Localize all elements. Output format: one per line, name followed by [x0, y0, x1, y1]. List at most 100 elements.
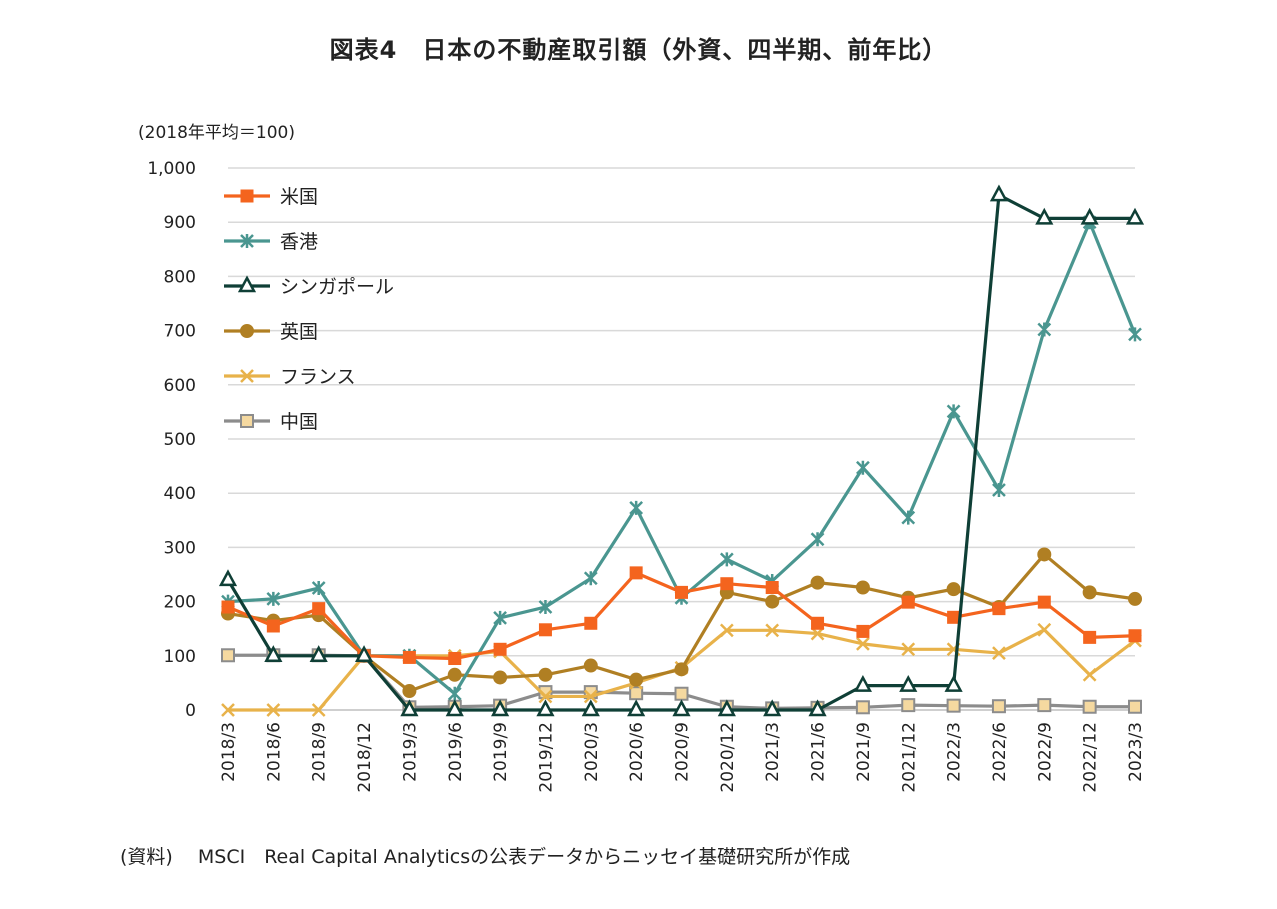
y-tick-label: 500 — [164, 430, 196, 450]
data-point — [629, 686, 644, 701]
data-point — [763, 699, 782, 717]
legend-marker — [240, 414, 254, 428]
y-tick-label: 600 — [164, 376, 196, 396]
data-point — [765, 623, 780, 638]
data-point — [629, 672, 644, 687]
x-tick-label: 2021/3 — [763, 722, 783, 782]
data-point — [1037, 595, 1051, 609]
data-point — [717, 699, 736, 717]
data-point — [309, 645, 328, 663]
legend-marker — [240, 189, 254, 203]
x-tick-label: 2020/3 — [582, 722, 602, 782]
series-line — [226, 193, 1135, 712]
data-point — [1125, 207, 1145, 225]
data-point — [856, 636, 870, 651]
data-point — [675, 585, 688, 599]
y-tick-label: 100 — [164, 647, 196, 667]
series-lines — [218, 184, 1145, 717]
x-tick-label: 2020/9 — [673, 722, 693, 782]
x-tick-label: 2018/12 — [355, 722, 375, 793]
data-point — [445, 699, 464, 717]
data-point — [765, 581, 779, 595]
x-tick-label: 2022/6 — [990, 722, 1010, 782]
legend-item: フランス — [224, 366, 356, 388]
data-point — [1035, 207, 1054, 225]
legend-label: 英国 — [280, 321, 318, 343]
data-point — [944, 674, 963, 692]
y-tick-label: 900 — [164, 213, 196, 233]
legend-label: フランス — [280, 366, 356, 388]
y-tick-label: 800 — [164, 267, 196, 287]
data-point — [810, 532, 825, 547]
data-point — [493, 610, 507, 625]
x-tick-label: 2019/3 — [400, 722, 420, 782]
y-tick-label: 200 — [164, 593, 196, 613]
data-point — [493, 670, 508, 685]
data-point — [992, 646, 1006, 660]
data-point — [584, 616, 598, 630]
x-tick-label: 2023/3 — [1126, 722, 1146, 782]
data-point — [946, 698, 961, 713]
data-point — [1128, 699, 1142, 714]
legend-marker — [240, 324, 254, 338]
data-point — [312, 602, 326, 616]
data-point — [1082, 699, 1097, 714]
data-point — [264, 645, 283, 663]
data-point — [808, 699, 827, 717]
data-point — [720, 577, 734, 591]
legend-label: 香港 — [280, 231, 318, 253]
data-point — [674, 662, 689, 677]
data-point — [856, 624, 870, 638]
data-point — [674, 686, 689, 701]
data-point — [1037, 698, 1052, 713]
data-point — [627, 699, 646, 717]
x-tick-label: 2018/9 — [310, 722, 330, 782]
legend-label: 米国 — [280, 186, 318, 208]
data-point — [901, 698, 916, 713]
y-tick-label: 300 — [164, 538, 196, 558]
data-point — [629, 500, 644, 515]
data-point — [536, 699, 555, 717]
x-tick-label: 2020/12 — [718, 722, 738, 793]
data-point — [899, 674, 918, 692]
y-tick-label: 0 — [185, 701, 196, 721]
data-point — [765, 594, 780, 609]
x-tick-label: 2019/12 — [536, 722, 556, 793]
data-point — [538, 623, 552, 637]
data-point — [311, 581, 326, 596]
data-point — [901, 595, 915, 609]
x-tick-label: 2019/6 — [446, 722, 466, 782]
data-point — [1128, 629, 1142, 643]
data-point — [853, 674, 872, 692]
grid-lines — [228, 167, 1135, 711]
data-point — [991, 699, 1006, 714]
series-2 — [218, 184, 1145, 717]
data-point — [538, 667, 553, 682]
y-tick-label: 1,000 — [147, 159, 196, 179]
data-point — [672, 699, 691, 717]
x-tick-label: 2018/6 — [264, 722, 284, 782]
data-point — [719, 552, 734, 567]
data-point — [221, 703, 235, 717]
data-point — [1128, 591, 1142, 606]
data-point — [354, 645, 374, 663]
data-point — [1128, 327, 1142, 342]
data-point — [989, 184, 1009, 202]
x-tick-label: 2021/6 — [809, 722, 829, 782]
data-point — [266, 619, 280, 633]
x-tick-label: 2021/9 — [854, 722, 874, 782]
data-point — [1083, 630, 1097, 644]
data-point — [493, 642, 507, 656]
data-point — [583, 571, 598, 586]
data-point — [855, 580, 870, 595]
data-point — [901, 510, 916, 525]
data-point — [402, 650, 416, 664]
data-point — [491, 699, 510, 717]
legend-label: 中国 — [280, 411, 318, 433]
legend-marker — [237, 275, 257, 293]
data-point — [1037, 622, 1052, 637]
x-tick-label: 2020/6 — [627, 722, 647, 782]
data-point — [992, 602, 1006, 616]
legend-marker — [240, 234, 254, 248]
